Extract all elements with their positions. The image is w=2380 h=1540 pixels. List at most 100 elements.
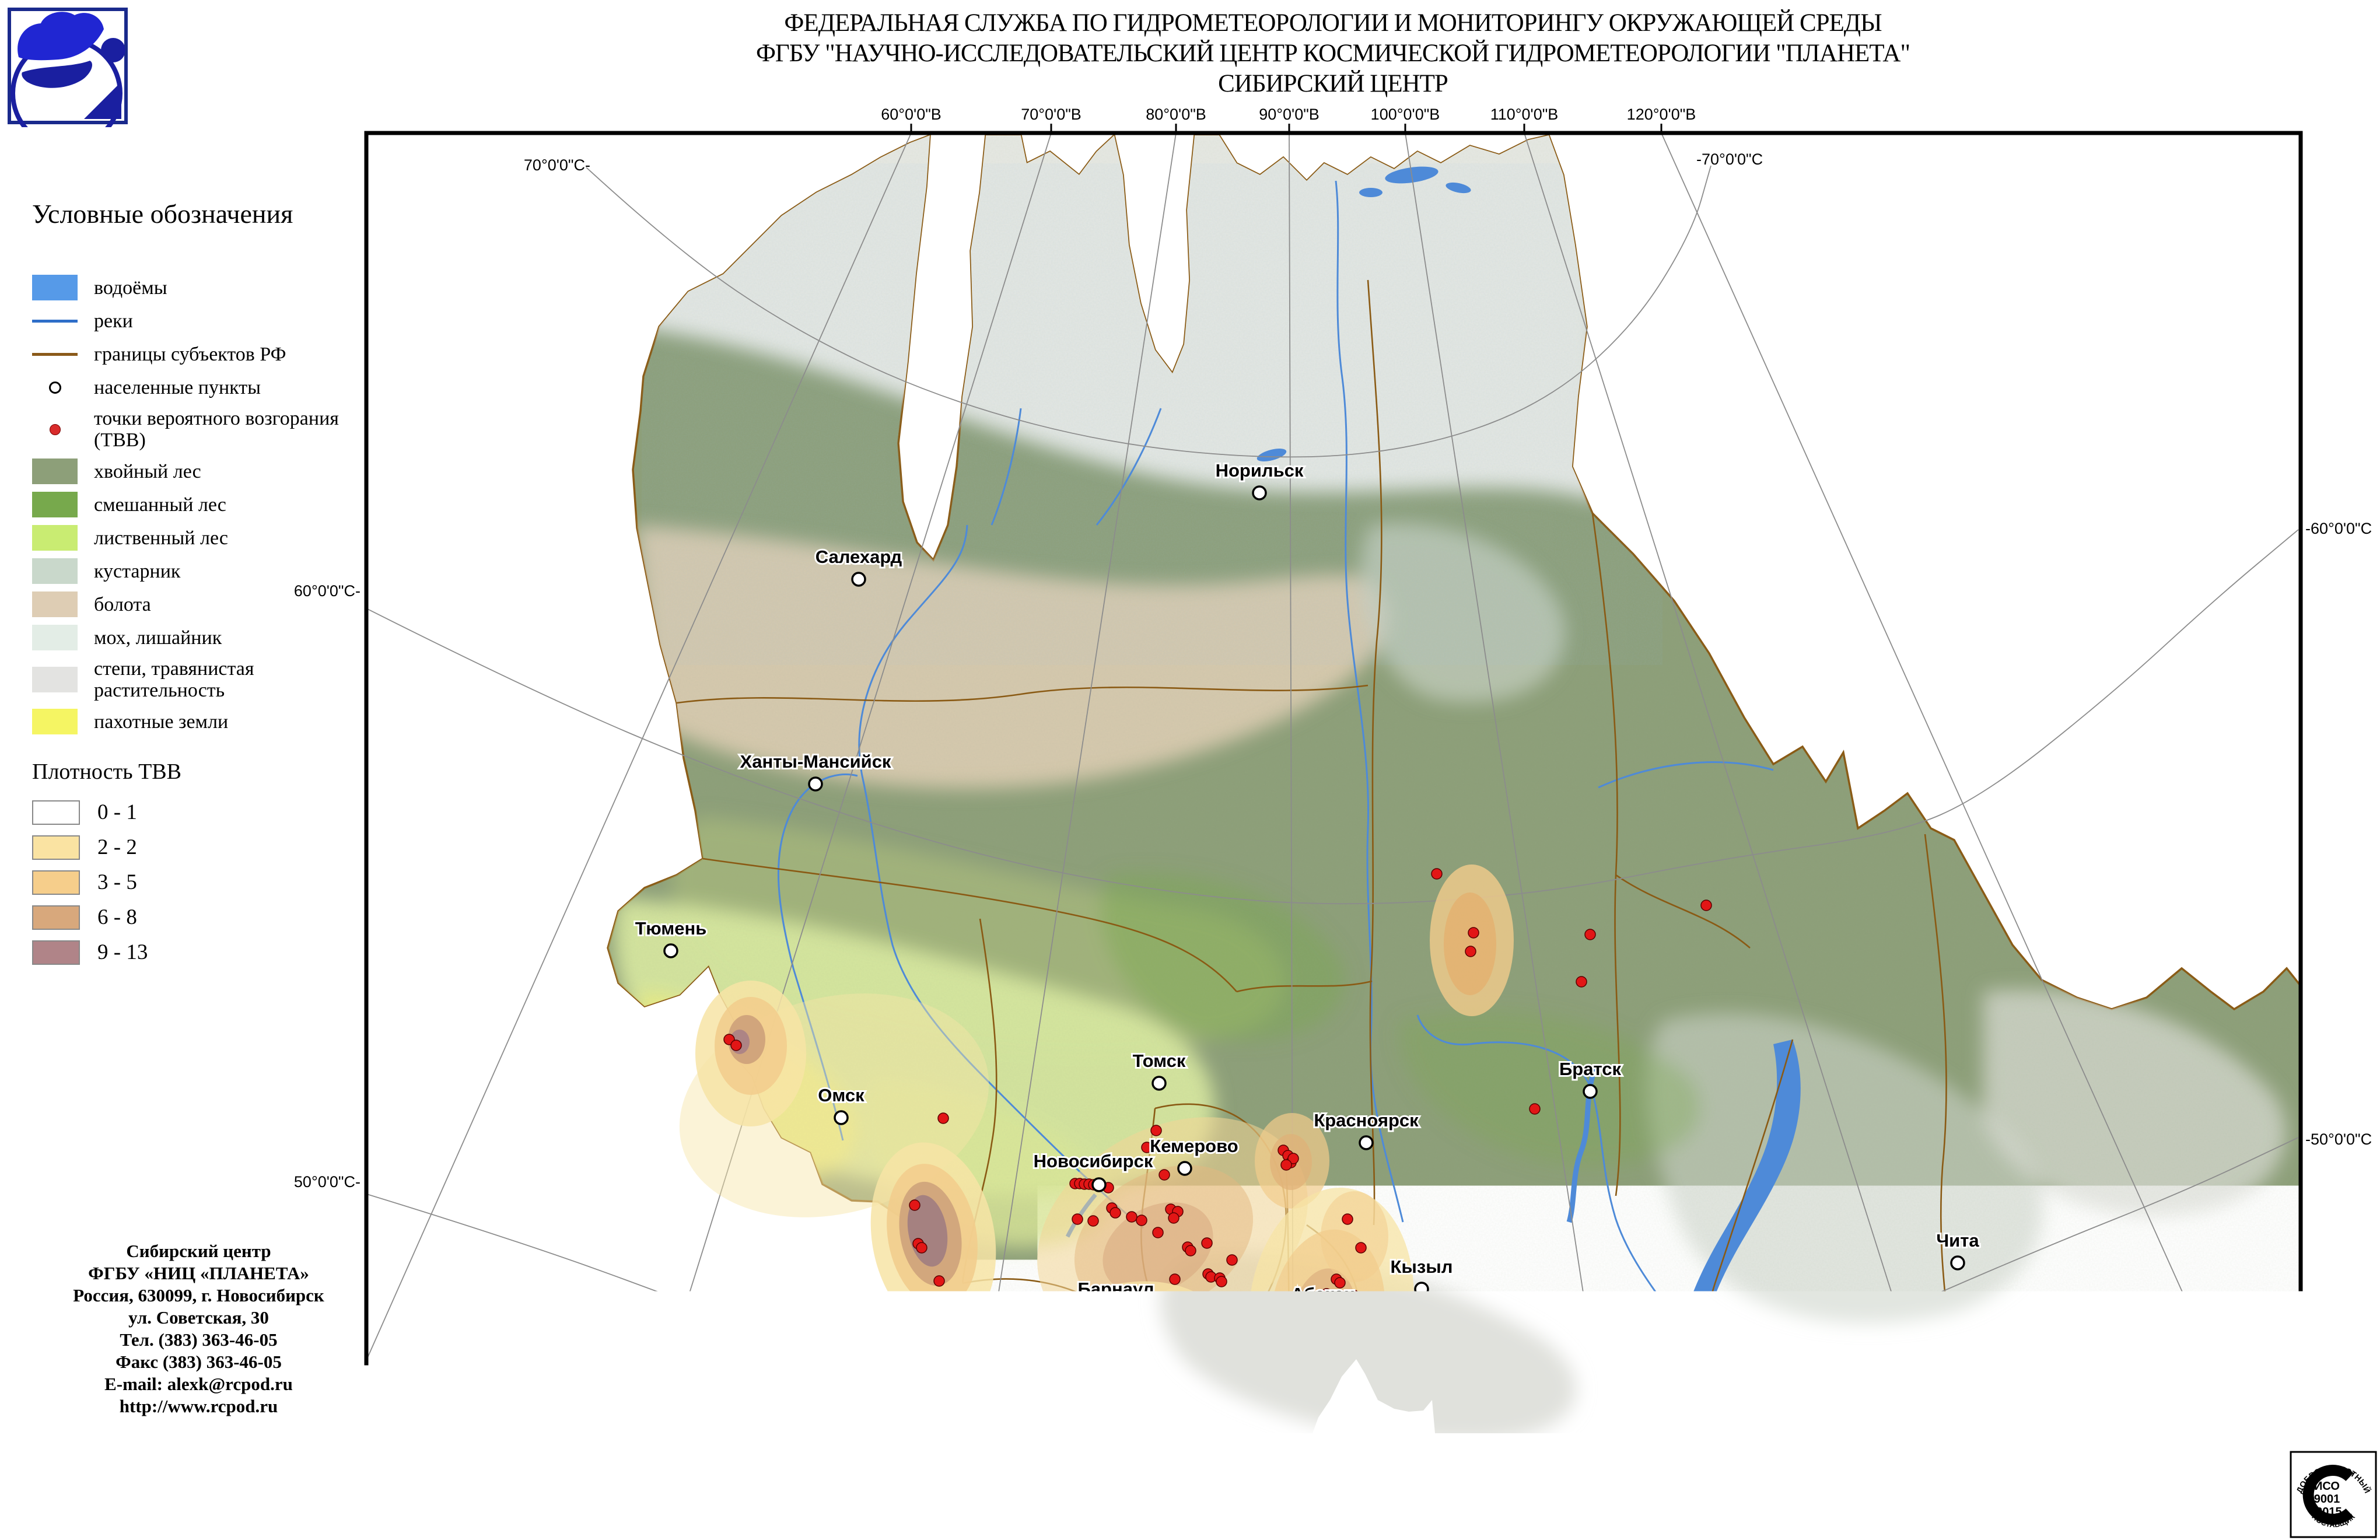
legend-swatch-dot	[50, 424, 61, 435]
fire-point	[1097, 1385, 1107, 1395]
legend-item: мох, лишайник	[32, 625, 373, 650]
contact-line: ул. Советская, 30	[34, 1307, 363, 1329]
fire-point	[1107, 1407, 1117, 1418]
fire-monitoring-map-page: Салехард Норильск Ханты-Мансийск Тюмень Омск…	[0, 0, 2380, 1540]
axis-label-top: 60°0'0"В	[881, 106, 942, 123]
axis-label-top: 80°0'0"В	[1146, 106, 1206, 123]
fire-point	[1585, 929, 1595, 940]
density-label: 6 - 8	[97, 905, 137, 930]
fire-point	[1153, 1227, 1163, 1238]
fire-point	[1465, 946, 1476, 957]
fire-point	[1453, 1412, 1464, 1423]
legend-panel: Условные обозначения водоёмы реки границы …	[32, 198, 373, 975]
fire-point	[1216, 1276, 1227, 1287]
density-legend-item: 6 - 8	[32, 905, 373, 930]
fire-point	[934, 1276, 944, 1286]
fire-point	[1136, 1215, 1147, 1226]
fire-point	[1432, 869, 1442, 879]
contact-line: Тел. (383) 363-46-05	[34, 1329, 363, 1351]
fire-point	[1170, 1274, 1180, 1284]
fire-point	[961, 1303, 972, 1313]
legend-item: кустарник	[32, 558, 373, 584]
fire-point	[1701, 900, 1712, 911]
axis-label-bottom: 110°0'0"В	[1902, 1447, 1971, 1465]
legend-label: болота	[94, 594, 151, 615]
axis-label-top: 100°0'0"В	[1371, 106, 1440, 123]
density-legend-title: Плотность ТВВ	[32, 759, 373, 785]
legend-item: пахотные земли	[32, 709, 373, 734]
fire-point	[1089, 1363, 1100, 1374]
fire-point	[1168, 1213, 1179, 1223]
page-header: ФЕДЕРАЛЬНАЯ СЛУЖБА ПО ГИДРОМЕТЕОРОЛОГИИ …	[362, 8, 2304, 99]
city-marker	[1788, 1352, 1801, 1364]
city-label: Салехард	[816, 547, 902, 567]
fire-point	[1082, 1406, 1092, 1416]
city-marker	[1253, 487, 1266, 499]
axis-label-bottom: 80°0'0"В	[947, 1447, 1007, 1465]
contact-block: Сибирский центр ФГБУ «НИЦ «ПЛАНЕТА» Россия…	[34, 1240, 363, 1418]
fire-point	[2054, 1343, 2064, 1354]
fire-point	[938, 1113, 949, 1124]
city-marker	[1415, 1283, 1428, 1296]
fire-point	[1010, 1346, 1020, 1356]
axis-label-top: 110°0'0"В	[1490, 106, 1559, 123]
contact-line: Факс (383) 363-46-05	[34, 1351, 363, 1373]
legend-swatch-ring	[49, 382, 61, 394]
contact-line: Сибирский центр	[34, 1240, 363, 1262]
density-legend-items: 0 - 12 - 23 - 56 - 89 - 13	[32, 800, 373, 965]
legend-label: лиственный лес	[94, 527, 228, 549]
city-label: Норильск	[1216, 460, 1304, 481]
legend-item: реки	[32, 308, 373, 334]
fire-point	[1052, 1362, 1063, 1372]
header-line1: ФЕДЕРАЛЬНАЯ СЛУЖБА ПО ГИДРОМЕТЕОРОЛОГИИ …	[362, 8, 2304, 38]
header-line3: СИБИРСКИЙ ЦЕНТР	[362, 69, 2304, 99]
contact-line: ФГБУ «НИЦ «ПЛАНЕТА»	[34, 1262, 363, 1284]
density-label: 0 - 1	[97, 800, 137, 825]
fire-point	[1151, 1125, 1161, 1136]
density-label: 3 - 5	[97, 870, 137, 895]
contact-line: http://www.rcpod.ru	[34, 1395, 363, 1418]
axis-label-bottom: 90°0'0"В	[1263, 1447, 1324, 1465]
stamp-2015: -2015	[2312, 1506, 2342, 1518]
map-caption: Суточные данные мониторинга пожаров по т…	[362, 1485, 2304, 1519]
density-label: 9 - 13	[97, 940, 148, 965]
fire-point	[1342, 1214, 1353, 1224]
fire-point	[731, 1040, 741, 1051]
axis-label-top: 70°0'0"В	[1021, 106, 1082, 123]
fire-point	[1069, 1392, 1079, 1403]
tvv-density-blob	[1444, 892, 1496, 995]
city-label: Горно-Алтайск	[1107, 1379, 1241, 1399]
fire-point	[1468, 928, 1479, 938]
city-marker	[1584, 1085, 1597, 1098]
axis-label-side: 70°0'0"С-	[524, 156, 590, 174]
fire-point	[1464, 1371, 1474, 1381]
legend-label: границы субъектов РФ	[94, 344, 286, 365]
fire-point	[1159, 1170, 1170, 1180]
density-swatch	[32, 835, 80, 860]
axis-label-bottom: 100°0'0"В	[1570, 1447, 1640, 1465]
density-legend-item: 9 - 13	[32, 940, 373, 965]
legend-item: хвойный лес	[32, 459, 373, 484]
legend-swatch-patch	[32, 459, 78, 484]
fire-point	[1227, 1255, 1237, 1265]
legend-label: смешанный лес	[94, 494, 226, 516]
legend-item: степи, травянистая растительность	[32, 658, 373, 701]
legend-swatch-patch	[32, 667, 78, 692]
fire-point	[1185, 1245, 1196, 1256]
city-marker	[852, 573, 865, 586]
city-marker	[664, 944, 677, 957]
fire-point	[1056, 1388, 1066, 1399]
city-marker	[1324, 1310, 1336, 1323]
legend-item: лиственный лес	[32, 525, 373, 551]
legend-label: населенные пункты	[94, 377, 261, 398]
city-label: Улан-Удэ	[1755, 1325, 1835, 1346]
axis-label-top: 120°0'0"В	[1627, 106, 1696, 123]
city-marker	[1153, 1077, 1166, 1090]
fire-point	[1130, 1419, 1140, 1429]
fire-point	[1050, 1410, 1060, 1420]
legend-item: смешанный лес	[32, 492, 373, 517]
density-legend-item: 0 - 1	[32, 800, 373, 825]
fire-point	[1088, 1216, 1098, 1226]
city-label: Абакан	[1291, 1284, 1355, 1304]
fire-point	[1012, 1325, 1023, 1336]
